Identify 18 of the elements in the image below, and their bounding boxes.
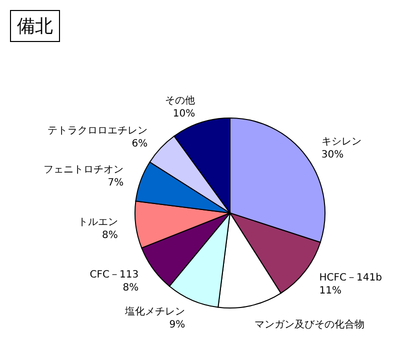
slice-label: フェニトロチオン [44,164,124,176]
data-label: 8% [122,282,139,294]
slice-label: CFC－113 [90,269,139,280]
slice-label: その他 [165,94,196,107]
slice-label: キシレン [321,136,362,148]
data-label: 8% [102,230,118,242]
slice-label: テトラクロロエチレン [48,126,148,137]
data-label: 10% [172,108,196,120]
slice-label: トルエン [78,217,118,228]
data-label: 7% [108,178,124,189]
data-label: 6% [132,138,148,150]
data-label: 11% [319,285,342,296]
data-label: 30% [321,150,344,161]
slice-label: HCFC－141b [319,272,382,284]
slice-label: 塩化メチレン [124,306,186,318]
slice-label: マンガン及びその化合物 [254,318,365,330]
data-label: 9% [169,320,186,331]
chart-title: 備北 [10,10,60,42]
